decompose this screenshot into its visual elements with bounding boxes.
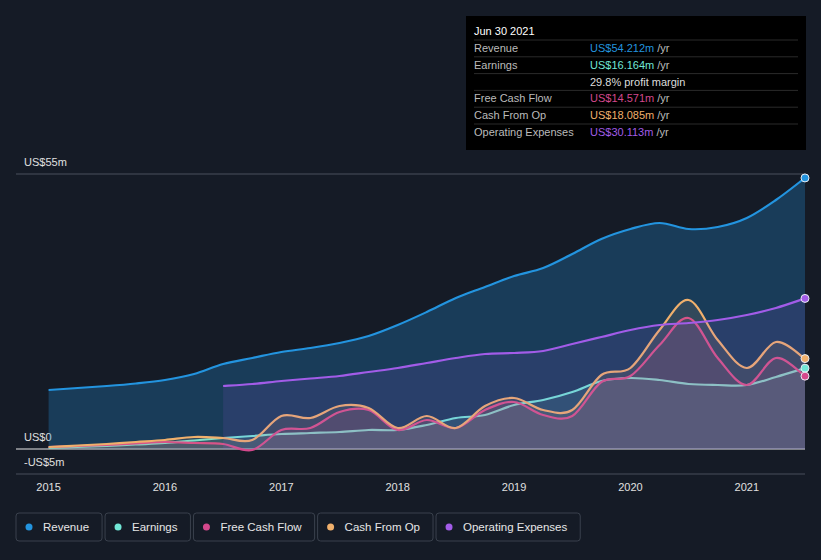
legend-swatch: [203, 524, 210, 531]
tooltip-box: [466, 16, 806, 150]
legend-box: [436, 513, 580, 541]
area-fill: [223, 298, 805, 449]
tooltip-label: Free Cash Flow: [474, 92, 552, 104]
tooltip-separator: [474, 56, 798, 57]
end-point: [801, 364, 809, 372]
end-point: [801, 372, 809, 380]
tooltip-value: US$18.085m: [590, 109, 654, 121]
plot-area: [49, 178, 805, 451]
legend-item: Operating Expenses: [436, 513, 580, 541]
tooltip-label: Earnings: [474, 59, 518, 71]
background: [0, 0, 821, 560]
tooltip-separator: [474, 107, 798, 108]
y-tick-label: US$0: [24, 431, 52, 443]
legend-box: [193, 513, 314, 541]
tooltip-label: Revenue: [474, 42, 518, 54]
legend-swatch: [115, 524, 122, 531]
end-point: [801, 355, 809, 363]
x-tick-label: 2019: [502, 481, 526, 493]
y-tick-label: -US$5m: [24, 456, 64, 468]
legend-box: [16, 513, 102, 541]
legend-swatch: [26, 524, 33, 531]
area-fill: [49, 178, 805, 449]
x-tick-label: 2018: [385, 481, 409, 493]
legend-item: Free Cash Flow: [193, 513, 314, 541]
legend-box: [318, 513, 433, 541]
tooltip-separator: [474, 124, 798, 125]
legend-swatch: [327, 524, 334, 531]
x-tick-label: 2020: [618, 481, 642, 493]
tooltip-label: Cash From Op: [474, 109, 546, 121]
tooltip-unit: /yr: [657, 42, 670, 54]
tooltip-date: Jun 30 2021: [474, 25, 535, 37]
tooltip-unit: /yr: [657, 59, 670, 71]
tooltip-label: Operating Expenses: [474, 126, 574, 138]
tooltip-unit: /yr: [656, 126, 669, 138]
legend-label: Free Cash Flow: [220, 521, 302, 533]
tooltip-separator: [474, 73, 798, 74]
y-tick-label: US$55m: [24, 156, 67, 168]
tooltip-separator: [474, 40, 798, 41]
grid-line: [16, 474, 805, 475]
legend-item: Earnings: [105, 513, 190, 541]
legend: Revenue Earnings Free Cash Flow Cash From O…: [16, 513, 580, 541]
x-axis-line: [16, 474, 805, 475]
legend-label: Earnings: [132, 521, 178, 533]
x-tick-label: 2015: [36, 481, 60, 493]
tooltip-value: US$54.212m: [590, 42, 654, 54]
legend-item: Revenue: [16, 513, 102, 541]
tooltip-value: US$16.164m: [590, 59, 654, 71]
tooltip-value: US$14.571m: [590, 92, 654, 104]
tooltip-unit: /yr: [657, 109, 670, 121]
x-tick-label: 2016: [153, 481, 177, 493]
end-point: [801, 174, 809, 182]
grid-line: [16, 174, 805, 175]
chart: US$55m US$0 -US$5m 2015 2016 2017 2018 2019 2020…: [0, 0, 821, 560]
x-tick-label: 2021: [735, 481, 759, 493]
tooltip-value: 29.8% profit margin: [590, 76, 685, 88]
tooltip-value: US$30.113m: [590, 126, 653, 138]
legend-item: Cash From Op: [318, 513, 433, 541]
tooltip-separator: [474, 90, 798, 91]
tooltip: Jun 30 2021 Revenue US$54.212m/yr Earnings U…: [466, 16, 806, 150]
legend-swatch: [446, 524, 453, 531]
x-tick-label: 2017: [269, 481, 293, 493]
end-point: [801, 294, 809, 302]
tooltip-unit: /yr: [657, 92, 670, 104]
series-line: [223, 298, 805, 386]
legend-label: Operating Expenses: [463, 521, 567, 533]
legend-label: Cash From Op: [345, 521, 420, 533]
legend-box: [105, 513, 190, 541]
legend-label: Revenue: [43, 521, 89, 533]
